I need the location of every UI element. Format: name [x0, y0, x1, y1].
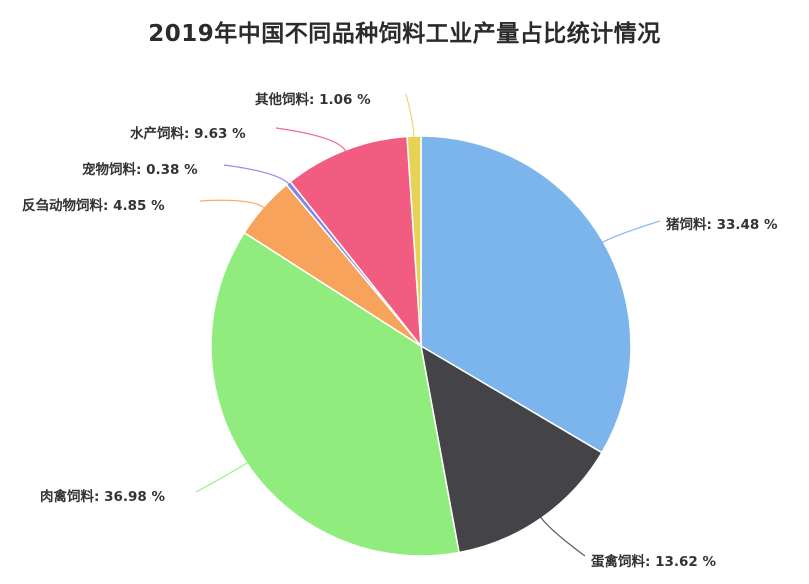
label-aquatic-feed: 水产饲料: 9.63 % — [130, 126, 246, 142]
leader-line — [539, 516, 586, 557]
leader-line — [275, 127, 347, 153]
leader-line — [195, 461, 249, 493]
label-ruminant-feed: 反刍动物饲料: 4.85 % — [22, 198, 165, 214]
leader-line — [405, 93, 415, 139]
pie-slices — [210, 135, 632, 557]
label-egg-poultry-feed: 蛋禽饲料: 13.62 % — [591, 554, 717, 570]
leader-line — [601, 220, 661, 244]
label-pig-feed: 猪饲料: 33.48 % — [666, 217, 778, 233]
chart-title: 2019年中国不同品种饲料工业产量占比统计情况 — [148, 21, 661, 47]
label-other-feed: 其他饲料: 1.06 % — [255, 92, 371, 108]
label-pet-feed: 宠物饲料: 0.38 % — [82, 162, 198, 178]
leader-line — [223, 164, 291, 186]
leader-line — [199, 199, 266, 209]
label-meat-poultry-feed: 肉禽饲料: 36.98 % — [40, 489, 166, 505]
leader-lines — [195, 93, 661, 557]
